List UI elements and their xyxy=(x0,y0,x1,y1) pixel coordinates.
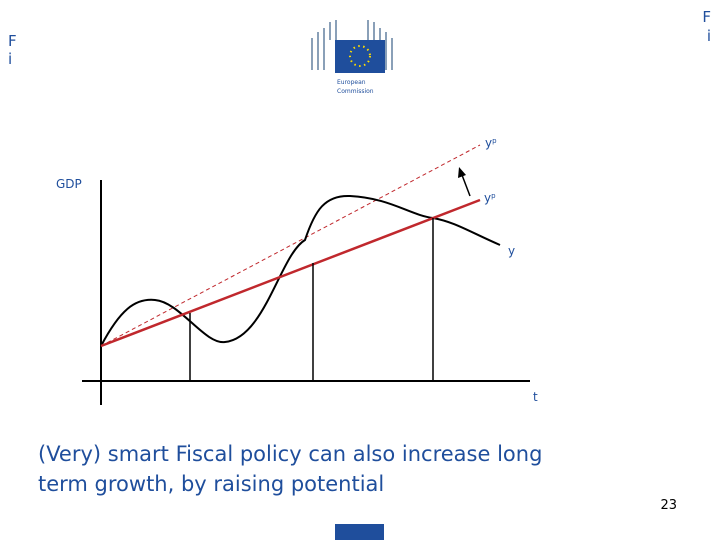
potential-line xyxy=(100,198,481,348)
logo-text: European xyxy=(337,79,366,86)
axis-label: t xyxy=(533,390,538,404)
curve-label: y xyxy=(508,244,515,258)
arrow-head xyxy=(458,167,466,178)
logo: European Commission xyxy=(311,20,393,95)
footer-bar xyxy=(335,524,384,540)
slide-title: i xyxy=(8,50,12,68)
axis-label: GDP xyxy=(56,177,82,191)
curve-label: yp xyxy=(484,191,496,205)
raised-potential-line xyxy=(100,144,481,347)
arrow xyxy=(461,174,471,197)
caption: (Very) smart Fiscal policy can also incr… xyxy=(38,442,542,466)
section-title: i xyxy=(707,27,711,45)
page-number: 23 xyxy=(660,498,677,513)
diagram: GDP t yp yp y xyxy=(56,136,538,405)
slide-title: F xyxy=(8,32,17,50)
caption: term growth, by raising potential xyxy=(38,472,384,496)
logo-text: Commission xyxy=(337,88,374,95)
curve-label: yp xyxy=(485,136,497,150)
section-title: F xyxy=(702,8,711,26)
